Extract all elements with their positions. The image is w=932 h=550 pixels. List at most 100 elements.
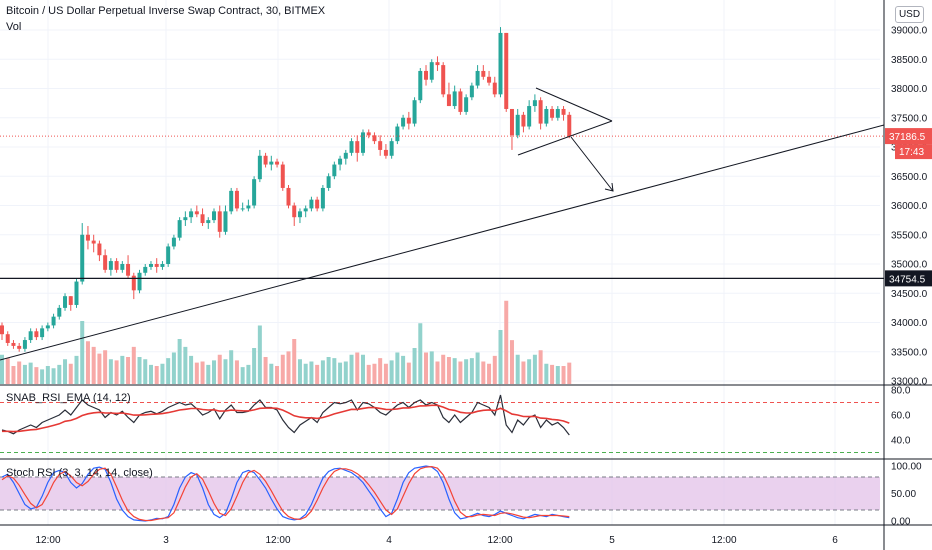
- volume-bar: [349, 354, 354, 384]
- volume-bar: [51, 368, 56, 384]
- snab-rsi-line: [1, 394, 570, 436]
- volume-bar: [343, 361, 348, 384]
- volume-bar: [177, 339, 182, 384]
- volume-bar: [183, 346, 188, 384]
- candle-body: [401, 117, 406, 127]
- candle-body: [257, 155, 262, 180]
- volume-bar: [22, 364, 27, 384]
- time-tick-label: 5: [609, 535, 615, 546]
- candle-body: [80, 234, 85, 282]
- candle-body: [212, 211, 217, 221]
- snab-tick-label: 60.0: [891, 411, 911, 422]
- volume-bar: [143, 359, 148, 384]
- price-tick-label: 33000.0: [891, 377, 928, 388]
- candle-body: [492, 82, 497, 95]
- candle-body: [303, 208, 308, 212]
- volume-bar: [91, 346, 96, 384]
- volume-bar: [320, 360, 325, 384]
- volume-bar: [126, 357, 131, 384]
- volume-bar: [383, 363, 388, 384]
- volume-bar: [252, 348, 257, 384]
- currency-button[interactable]: USD: [895, 6, 924, 23]
- volume-bar: [171, 352, 176, 384]
- volume-bar: [114, 360, 119, 384]
- volume-bar: [395, 352, 400, 384]
- candle-body: [234, 190, 239, 209]
- volume-bar: [360, 354, 365, 384]
- volume-bar: [418, 323, 423, 384]
- volume-bar: [378, 358, 383, 384]
- candle-body: [286, 187, 291, 206]
- volume-bar: [487, 363, 492, 384]
- candle-body: [206, 220, 211, 224]
- volume-bar: [424, 352, 429, 384]
- candle-body: [126, 264, 131, 276]
- candle-body: [17, 345, 22, 349]
- projection-arrowhead: [604, 182, 614, 192]
- candle-body: [527, 106, 532, 127]
- candle-body: [91, 240, 96, 244]
- stoch-band-fill: [0, 477, 880, 510]
- triangle-upper-edge: [535, 87, 613, 122]
- candle-body: [469, 85, 474, 98]
- candle-body: [11, 342, 16, 346]
- time-tick-label: 4: [386, 535, 392, 546]
- price-tick-label: 36500.0: [891, 172, 928, 183]
- volume-bar: [406, 362, 411, 384]
- volume-bar: [68, 363, 73, 384]
- trend-line: [0, 124, 885, 361]
- time-tick-label: 12:00: [265, 535, 290, 546]
- candle-body: [475, 70, 480, 86]
- candle-body: [544, 108, 549, 124]
- volume-bar: [504, 300, 509, 384]
- volume-bar: [40, 369, 45, 384]
- price-tick-label: 39000.0: [891, 26, 928, 37]
- candle-body: [424, 70, 429, 80]
- volume-bar: [309, 361, 314, 384]
- candle-body: [40, 328, 45, 338]
- volume-bar: [137, 357, 142, 384]
- volume-bar: [509, 340, 514, 384]
- candle-body: [412, 100, 417, 124]
- candle-body: [5, 334, 10, 343]
- candle-body: [515, 114, 520, 136]
- volume-bar: [544, 363, 549, 384]
- candle-body: [435, 62, 440, 66]
- volume-bar: [538, 350, 543, 384]
- indicator-panes: [0, 394, 880, 522]
- candle-body: [28, 331, 33, 341]
- candle-body: [97, 243, 102, 256]
- candle-body: [395, 126, 400, 142]
- volume-bar: [389, 360, 394, 384]
- candle-body: [355, 141, 360, 153]
- candle-body: [458, 91, 463, 112]
- snab-tick-label: 80.0: [891, 386, 911, 397]
- candle-body: [68, 296, 73, 305]
- candle-body: [320, 187, 325, 209]
- volume-bar: [120, 355, 125, 384]
- price-tick-label: 33500.0: [891, 347, 928, 358]
- countdown-label: 17:43: [899, 147, 924, 158]
- volume-bar: [412, 348, 417, 384]
- price-tick-label: 38500.0: [891, 55, 928, 66]
- candle-body: [360, 132, 365, 153]
- volume-bar: [297, 359, 302, 384]
- candle-body: [452, 91, 457, 107]
- candle-body: [0, 325, 4, 335]
- volume-bar: [63, 359, 68, 384]
- volume-bar: [332, 358, 337, 384]
- candle-body: [297, 211, 302, 218]
- candle-body: [332, 164, 337, 177]
- candle-body: [171, 237, 176, 247]
- price-tick-label: 36000.0: [891, 201, 928, 212]
- volume-bar: [481, 361, 486, 384]
- volume-bar: [269, 363, 274, 384]
- candle-body: [429, 62, 434, 80]
- volume-bar: [45, 366, 50, 384]
- chart-title: Bitcoin / US Dollar Perpetual Inverse Sw…: [6, 5, 326, 17]
- volume-bar: [498, 330, 503, 384]
- volume-bar: [234, 360, 239, 384]
- candle-body: [217, 211, 222, 232]
- volume-bar: [17, 361, 22, 384]
